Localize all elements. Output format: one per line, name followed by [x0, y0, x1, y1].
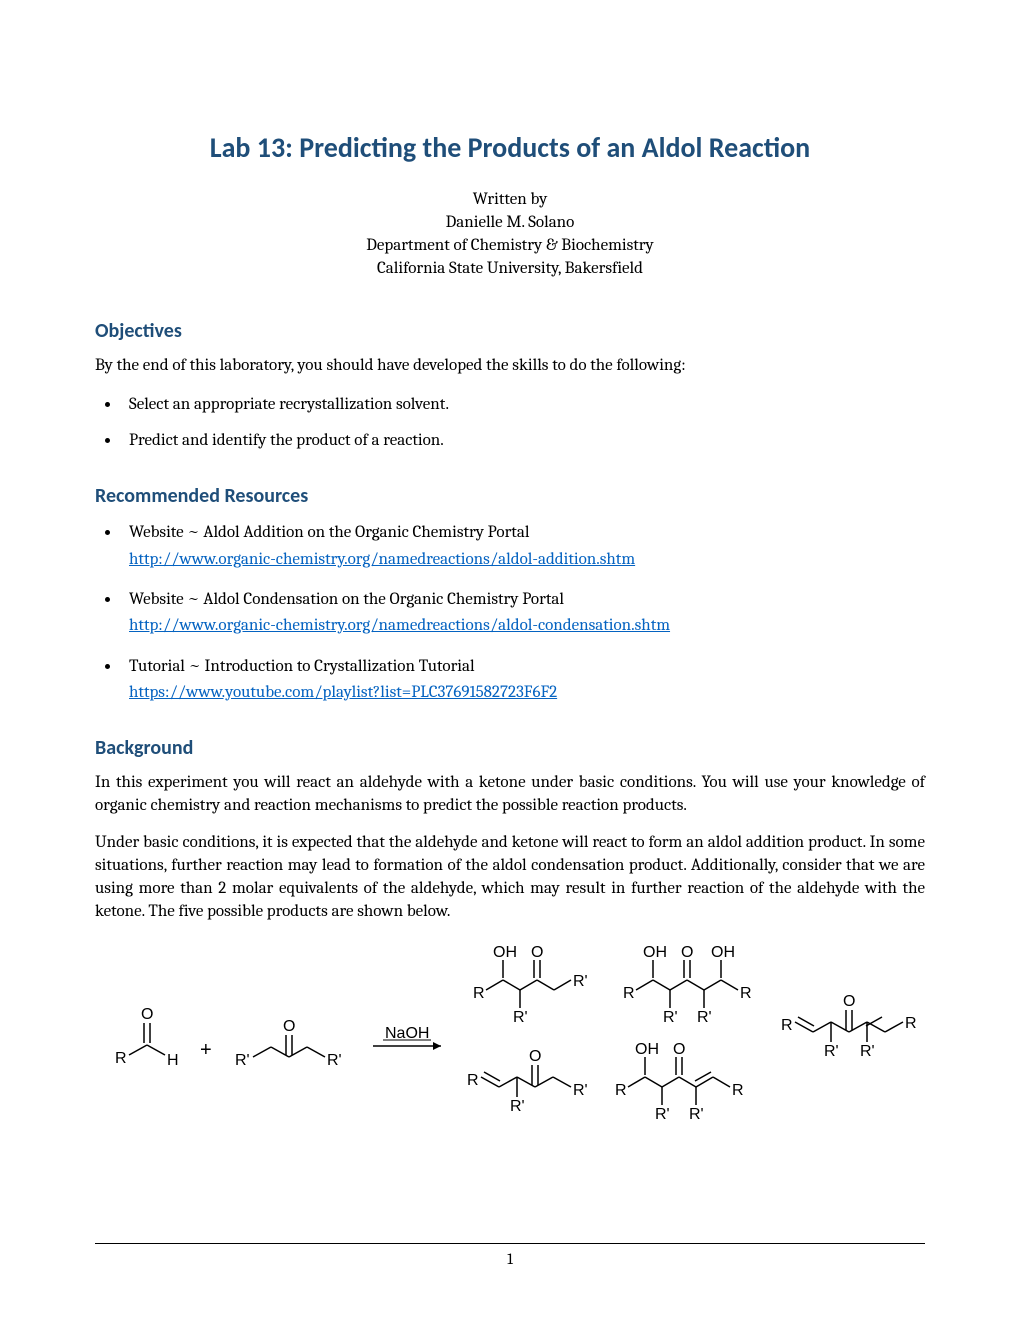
background-p2: Under basic conditions, it is expected t…: [95, 832, 925, 924]
label-R: R: [615, 1082, 627, 1099]
product-3: R R' O R': [467, 1048, 588, 1115]
label-Rp: R': [573, 973, 588, 990]
label-Rp: R': [510, 1098, 525, 1115]
resource-link[interactable]: https://www.youtube.com/playlist?list=PL…: [129, 683, 557, 702]
byline-written-by: Written by: [95, 189, 925, 212]
page-number: 1: [95, 1250, 925, 1268]
label-Rp: R': [327, 1052, 342, 1069]
label-O: O: [531, 944, 543, 961]
label-R: R: [623, 985, 635, 1002]
list-item: Tutorial ~ Introduction to Crystallizati…: [121, 654, 925, 707]
label-R: R: [732, 1082, 744, 1099]
label-R: R: [467, 1072, 479, 1089]
ketone-structure: R' R' O: [235, 1018, 342, 1069]
label-Rp: R': [689, 1106, 704, 1123]
label-Rp: R': [513, 1009, 528, 1026]
resource-text: Website ~ Aldol Addition on the Organic …: [129, 523, 529, 542]
label-O: O: [673, 1041, 685, 1058]
product-5: R R O R': [781, 993, 917, 1060]
product-1: R R' OH O R': [473, 944, 588, 1026]
background-section: Background In this experiment you will r…: [95, 736, 925, 1142]
plus-sign: +: [200, 1039, 212, 1061]
label-OH: OH: [643, 944, 667, 961]
reagent-label: NaOH: [385, 1025, 429, 1042]
resource-link[interactable]: http://www.organic-chemistry.org/namedre…: [129, 550, 635, 569]
label-O: O: [681, 944, 693, 961]
list-item: Predict and identify the product of a re…: [121, 428, 925, 454]
background-p1: In this experiment you will react an ald…: [95, 772, 925, 818]
resources-list: Website ~ Aldol Addition on the Organic …: [95, 520, 925, 706]
objectives-heading: Objectives: [95, 319, 925, 343]
resource-text: Tutorial ~ Introduction to Crystallizati…: [129, 657, 475, 676]
objectives-intro: By the end of this laboratory, you shoul…: [95, 355, 925, 378]
label-O: O: [529, 1048, 541, 1065]
label-OH: OH: [635, 1041, 659, 1058]
product-2: R R OH O OH: [623, 944, 752, 1026]
reaction-diagram: R H O + R' R': [95, 938, 925, 1142]
label-R: R: [740, 985, 752, 1002]
objectives-list: Select an appropriate recrystallization …: [95, 392, 925, 455]
resource-text: Website ~ Aldol Condensation on the Orga…: [129, 590, 564, 609]
page-title: Lab 13: Predicting the Products of an Al…: [95, 130, 925, 165]
label-Rp: R': [824, 1043, 839, 1060]
byline-author: Danielle M. Solano: [95, 212, 925, 235]
label-H: H: [167, 1052, 179, 1069]
label-OH: OH: [711, 944, 735, 961]
resource-link[interactable]: http://www.organic-chemistry.org/namedre…: [129, 616, 670, 635]
label-Rp: R': [860, 1043, 875, 1060]
label-R: R: [781, 1017, 793, 1034]
background-heading: Background: [95, 736, 925, 760]
list-item: Website ~ Aldol Addition on the Organic …: [121, 520, 925, 573]
product-4: R R OH O: [615, 1041, 744, 1123]
label-Rp: R': [663, 1009, 678, 1026]
page-footer: 1: [95, 1243, 925, 1268]
list-item: Select an appropriate recrystallization …: [121, 392, 925, 418]
label-R: R: [115, 1050, 127, 1067]
label-Rp: R': [655, 1106, 670, 1123]
label-Rp: R': [697, 1009, 712, 1026]
resources-heading: Recommended Resources: [95, 484, 925, 508]
resources-section: Recommended Resources Website ~ Aldol Ad…: [95, 484, 925, 706]
label-Rp: R': [573, 1082, 588, 1099]
footer-rule: [95, 1243, 925, 1244]
reaction-arrow: NaOH: [373, 1025, 441, 1050]
byline-block: Written by Danielle M. Solano Department…: [95, 189, 925, 281]
byline-university: California State University, Bakersfield: [95, 258, 925, 281]
objectives-section: Objectives By the end of this laboratory…: [95, 319, 925, 455]
label-O: O: [283, 1018, 295, 1035]
label-R: R: [905, 1015, 917, 1032]
label-O: O: [141, 1006, 153, 1023]
label-Rp: R': [235, 1052, 250, 1069]
list-item: Website ~ Aldol Condensation on the Orga…: [121, 587, 925, 640]
label-OH: OH: [493, 944, 517, 961]
page: Lab 13: Predicting the Products of an Al…: [0, 0, 1020, 1320]
byline-department: Department of Chemistry & Biochemistry: [95, 235, 925, 258]
label-O: O: [843, 993, 855, 1010]
aldehyde-structure: R H O: [115, 1006, 179, 1069]
label-R: R: [473, 985, 485, 1002]
